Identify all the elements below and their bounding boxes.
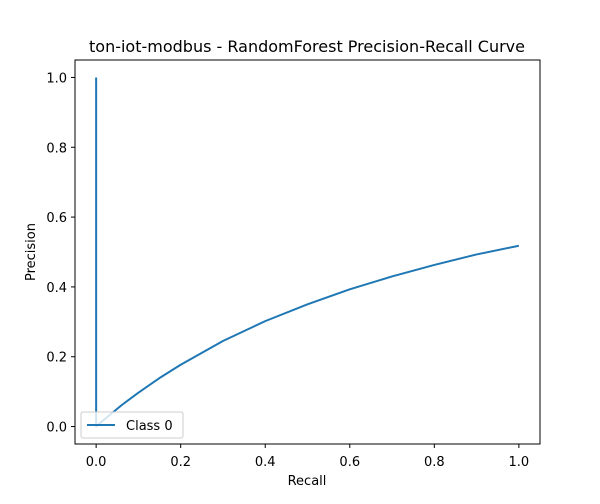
x-tick-label: 0.0 bbox=[86, 455, 107, 470]
x-axis-ticks: 0.0 0.2 0.4 0.6 0.8 1.0 bbox=[86, 444, 529, 470]
y-tick-label: 0.6 bbox=[46, 211, 67, 226]
x-axis-label: Recall bbox=[288, 474, 327, 489]
legend-label-class-0: Class 0 bbox=[126, 419, 173, 434]
y-axis-ticks: 0.0 0.2 0.4 0.6 0.8 1.0 bbox=[46, 71, 75, 436]
x-tick-label: 0.2 bbox=[170, 455, 191, 470]
x-tick-label: 0.6 bbox=[339, 455, 360, 470]
legend: Class 0 bbox=[80, 411, 184, 439]
chart-title: ton-iot-modbus - RandomForest Precision-… bbox=[89, 37, 525, 56]
y-tick-label: 0.0 bbox=[46, 421, 67, 436]
y-axis-label: Precision bbox=[24, 223, 39, 281]
x-tick-label: 0.8 bbox=[424, 455, 445, 470]
y-tick-label: 0.4 bbox=[46, 281, 67, 296]
y-tick-label: 0.2 bbox=[46, 351, 67, 366]
plot-frame bbox=[74, 59, 541, 445]
y-tick-label: 1.0 bbox=[46, 71, 67, 86]
legend-box bbox=[80, 411, 184, 439]
x-tick-label: 0.4 bbox=[255, 455, 276, 470]
y-tick-label: 0.8 bbox=[46, 141, 67, 156]
x-tick-label: 1.0 bbox=[509, 455, 530, 470]
